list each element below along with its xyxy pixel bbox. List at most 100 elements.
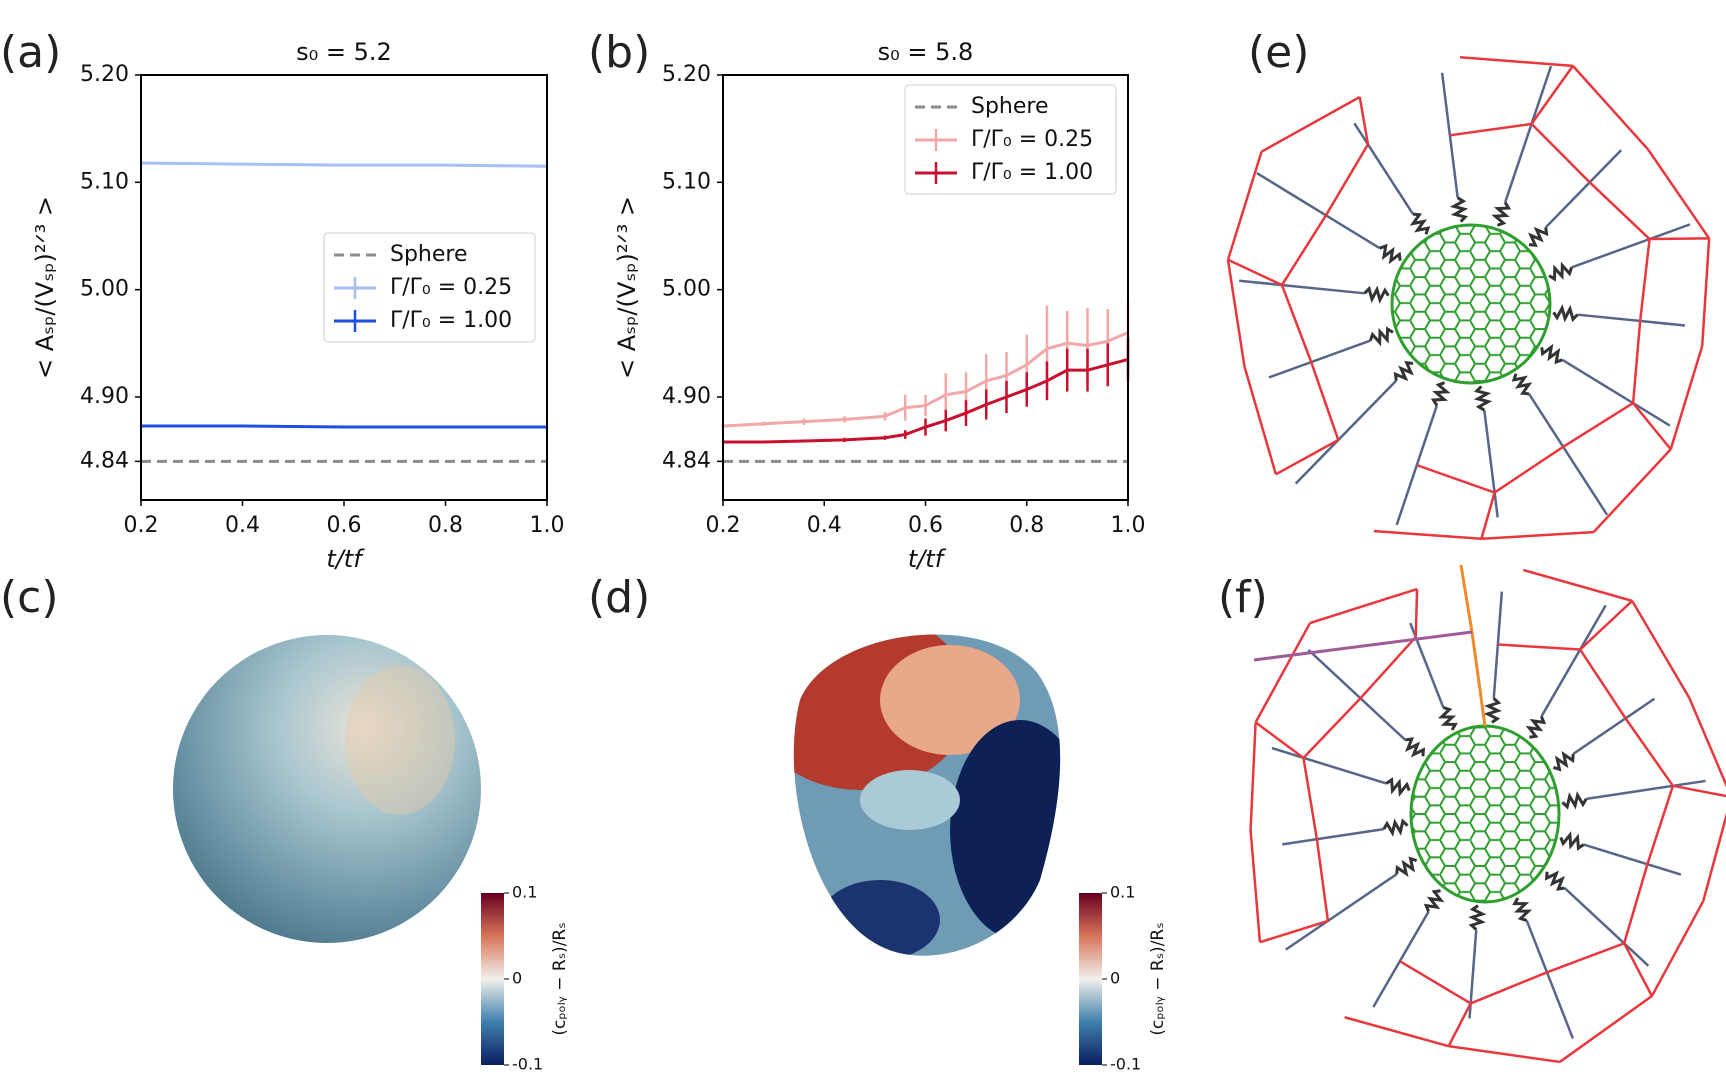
red-link (1546, 942, 1625, 974)
spring (1363, 285, 1390, 304)
red-link (1448, 1044, 1561, 1064)
red-link (1571, 65, 1649, 151)
panel-label: (f) (1218, 572, 1268, 623)
panel-label: (d) (588, 572, 650, 623)
fiber (1353, 122, 1415, 215)
x-tick-label: 0.2 (706, 513, 741, 538)
sphere-render (173, 635, 481, 943)
y-tick-label: 5.10 (80, 169, 129, 194)
red-link (1373, 529, 1482, 541)
spring (1468, 904, 1487, 931)
red-link (1493, 445, 1564, 494)
spring (1405, 737, 1426, 758)
red-link (1624, 717, 1674, 787)
y-tick-label: 4.84 (662, 448, 711, 473)
x-tick-label: 0.4 (225, 513, 260, 538)
legend-label: Γ/Γ₀ = 0.25 (390, 275, 512, 300)
red-link (1260, 95, 1361, 153)
red-link (1416, 463, 1495, 494)
orange-fiber (1470, 631, 1487, 727)
red-link (1309, 587, 1418, 625)
red-link (1700, 238, 1711, 347)
red-link (1530, 123, 1591, 184)
legend-label: Sphere (971, 94, 1049, 119)
fiber (1294, 379, 1398, 485)
spring (1395, 856, 1418, 878)
fiber (1577, 313, 1686, 327)
red-link (1702, 812, 1726, 902)
legend-label: Γ/Γ₀ = 1.00 (971, 160, 1093, 185)
y-axis-label: < Aₛₚ/(Vₛₚ)²ᐟ³ > (613, 196, 641, 379)
spring (1382, 818, 1409, 837)
panel-label: (e) (1248, 27, 1309, 78)
colorbar-tick-label: 0 (512, 969, 522, 988)
x-tick-label: 0.2 (124, 513, 159, 538)
cell-body (1390, 223, 1552, 385)
fiber (1282, 827, 1384, 846)
legend-label: Γ/Γ₀ = 0.25 (971, 127, 1093, 152)
fiber (1372, 910, 1430, 1008)
red-link (1622, 863, 1649, 944)
colorbar-tick-label: 0.1 (1110, 883, 1135, 902)
y-tick-label: 5.20 (662, 62, 711, 87)
spring (1385, 777, 1411, 797)
red-link (1562, 402, 1634, 448)
fiber (1503, 65, 1553, 203)
red-link (1302, 697, 1362, 759)
red-link (1259, 919, 1329, 944)
red-link (1449, 122, 1532, 137)
spring (1473, 385, 1493, 412)
purple-link (1253, 630, 1473, 662)
red-link (1280, 214, 1328, 286)
red-link (1447, 1002, 1472, 1047)
spring (1511, 373, 1533, 396)
red-link (1646, 785, 1675, 865)
panel-label: (c) (0, 572, 59, 623)
panel-label: (a) (0, 27, 61, 78)
spring (1409, 212, 1431, 235)
red-link (1324, 143, 1370, 216)
fiber (1540, 604, 1607, 718)
legend-label: Γ/Γ₀ = 1.00 (390, 308, 512, 333)
red-link (1650, 900, 1705, 997)
fiber (1285, 873, 1398, 951)
red-link (1459, 55, 1574, 68)
fiber (1561, 358, 1671, 427)
y-axis-label: < Aₛₚ/(Vₛₚ)²ᐟ³ > (31, 196, 59, 379)
y-tick-label: 5.10 (662, 169, 711, 194)
red-link (1481, 530, 1594, 541)
spring (1559, 831, 1585, 851)
red-link (1631, 600, 1691, 699)
red-link (1315, 839, 1330, 922)
spring (1552, 750, 1575, 772)
red-link (1559, 995, 1653, 1063)
red-link (1249, 722, 1257, 831)
red-link (1249, 830, 1262, 943)
colorbar-tick-label: 0 (1110, 969, 1120, 988)
legend-label: Sphere (390, 242, 468, 267)
spring (1430, 381, 1451, 407)
red-link (1358, 96, 1370, 145)
red-link (1226, 151, 1263, 261)
chart-title: s₀ = 5.8 (878, 38, 974, 66)
red-link (1359, 636, 1417, 700)
fiber (1583, 843, 1682, 876)
red-link (1302, 757, 1319, 840)
red-link (1647, 148, 1711, 240)
red-link (1530, 65, 1574, 125)
x-axis-label: t/tf (908, 545, 947, 573)
red-link (1632, 402, 1672, 451)
plot-frame (722, 74, 1129, 501)
colorbar-tick-label: -0.1 (1110, 1055, 1141, 1074)
x-axis-label: t/tf (326, 545, 365, 573)
fiber (1563, 887, 1650, 967)
red-link (1579, 599, 1634, 651)
spring (1512, 897, 1533, 922)
x-tick-label: 0.8 (428, 513, 463, 538)
colorbar (481, 893, 504, 1065)
spring (1437, 706, 1458, 731)
fiber (1492, 591, 1504, 699)
red-link (1669, 345, 1704, 450)
x-tick-label: 0.6 (327, 513, 362, 538)
red-link (1226, 259, 1246, 367)
